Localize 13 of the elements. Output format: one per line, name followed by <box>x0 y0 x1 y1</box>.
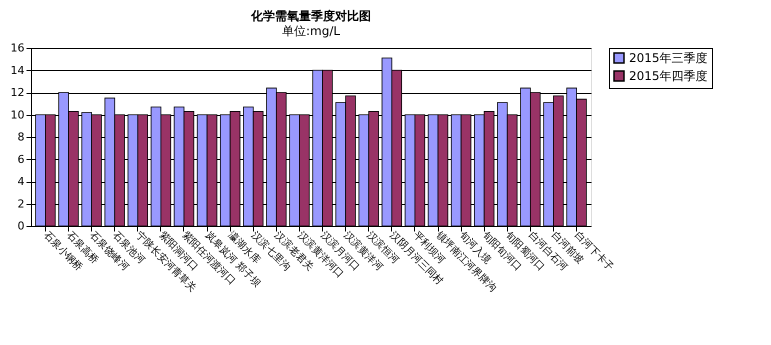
text: 单位:mg/L <box>282 24 340 38</box>
y-tick-label: 14 <box>10 64 24 77</box>
chart-title: 化学需氧量季度对比图 <box>250 9 371 23</box>
y-tick-label: 10 <box>10 108 24 122</box>
legend-label: 2015年四季度 <box>629 69 708 83</box>
y-tick-label: 8 <box>18 130 24 144</box>
legend-label: 2015年三季度 <box>629 51 708 65</box>
y-tick-label: 12 <box>10 86 24 99</box>
y-tick-label: 6 <box>18 152 24 166</box>
y-tick-label: 16 <box>10 42 24 54</box>
y-tick-label: 2 <box>18 197 24 210</box>
y-tick-label: 4 <box>18 175 24 188</box>
y-tick-label: 0 <box>18 220 24 232</box>
